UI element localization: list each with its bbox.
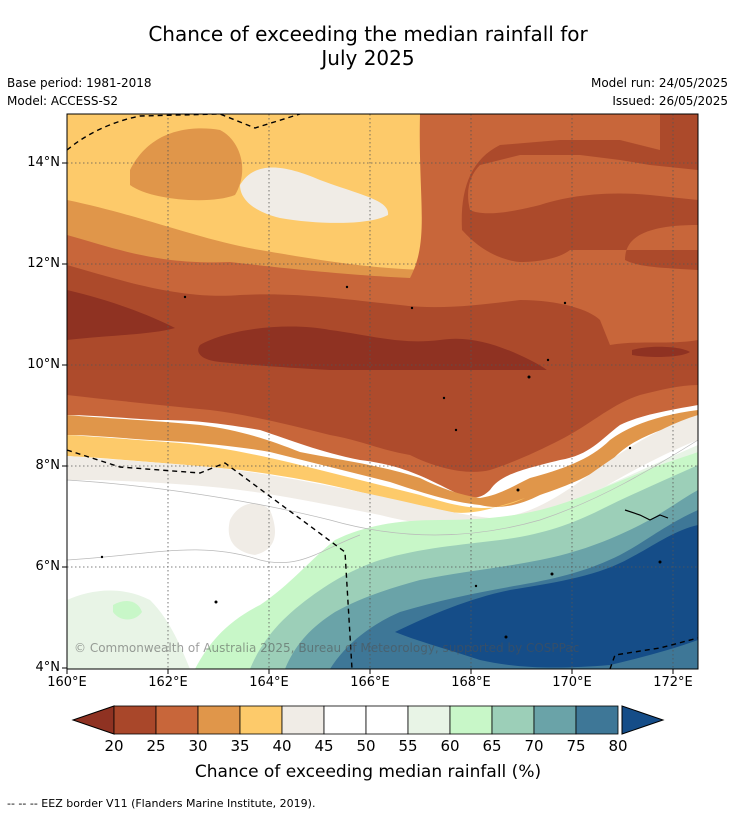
contour-30-35-patch [130,128,243,201]
colorbar-cell [281,705,325,735]
lon-label-172e: 172°E [653,675,693,690]
copyright-watermark: © Commonwealth of Australia 2025, Bureau… [74,641,580,655]
contour-20-25 [67,114,698,370]
colorbar-high-extend [621,705,665,735]
colorbar-title: Chance of exceeding median rainfall (%) [194,762,542,782]
lat-label-4n: 4°N [35,660,61,675]
colorbar-tick-75: 75 [566,737,586,755]
lat-label-12n: 12°N [27,256,60,271]
meta-left: Base period: 1981-2018 Model: ACCESS-S2 [7,74,152,110]
meta-right: Model run: 24/05/2025 Issued: 26/05/2025 [591,74,728,110]
colorbar-tick-70: 70 [524,737,544,755]
colorbar-tick-20: 20 [104,737,124,755]
lon-label-168e: 168°E [451,675,491,690]
lon-label-160e: 160°E [47,675,87,690]
colorbar-tick-35: 35 [230,737,250,755]
colorbar-tick-50: 50 [356,737,376,755]
colorbar-tick-40: 40 [272,737,292,755]
colorbar-cell [407,705,451,735]
graticule [67,114,698,669]
contour-40-45-patch [240,167,389,223]
colorbar-cell [197,705,241,735]
lon-label-164e: 164°E [249,675,289,690]
colorbar-cell [449,705,493,735]
contour-30-35-south [67,410,698,507]
contour-35-40-south [67,435,525,513]
issued-date: Issued: 26/05/2025 [612,94,728,108]
colorbar-low-extend [71,705,115,735]
eez-footnote: -- -- -- EEZ border V11 (Flanders Marine… [7,797,316,810]
map-title: Chance of exceeding the median rainfall … [0,22,736,70]
lat-label-10n: 10°N [27,357,60,372]
colorbar-cell [365,705,409,735]
contour-below-20-east [632,346,690,357]
axis-ticks [62,162,674,674]
map-field [67,114,698,669]
title-line-1: Chance of exceeding the median rainfall … [148,22,588,46]
colorbar-tick-65: 65 [482,737,502,755]
colorbar [71,705,665,735]
colorbar-cell [323,705,367,735]
colorbar-tick-25: 25 [146,737,166,755]
lat-label-6n: 6°N [35,559,61,574]
colorbar-cell [491,705,535,735]
eez-border [67,114,698,669]
contour-above-80 [395,525,698,668]
model-run: Model run: 24/05/2025 [590,76,728,90]
colorbar-cells [113,705,619,735]
islands [100,285,669,639]
contour-40-45-band [67,415,698,527]
lon-label-162e: 162°E [148,675,188,690]
contour-60-65-patch [113,600,142,620]
base-period: Base period: 1981-2018 [7,76,152,90]
lat-label-14n: 14°N [27,155,60,170]
colorbar-tick-55: 55 [398,737,418,755]
colorbar-tick-60: 60 [440,737,460,755]
colorbar-cell [533,705,577,735]
contour-below-20-west [67,290,175,340]
colorbar-tick-45: 45 [314,737,334,755]
contour-20-25-south [67,370,698,472]
colorbar-cell [113,705,157,735]
colorbar-cell [155,705,199,735]
lat-label-8n: 8°N [35,458,61,473]
lon-label-170e: 170°E [552,675,592,690]
contour-55-60-west [67,590,190,669]
colorbar-tick-80: 80 [608,737,628,755]
colorbar-tick-30: 30 [188,737,208,755]
colorbar-cell [239,705,283,735]
contour-40-45-patch-south [228,503,275,555]
model-name: Model: ACCESS-S2 [7,94,119,108]
map-frame [66,113,699,670]
title-line-2: July 2025 [321,46,415,70]
lon-label-166e: 166°E [350,675,390,690]
colorbar-cell [575,705,619,735]
